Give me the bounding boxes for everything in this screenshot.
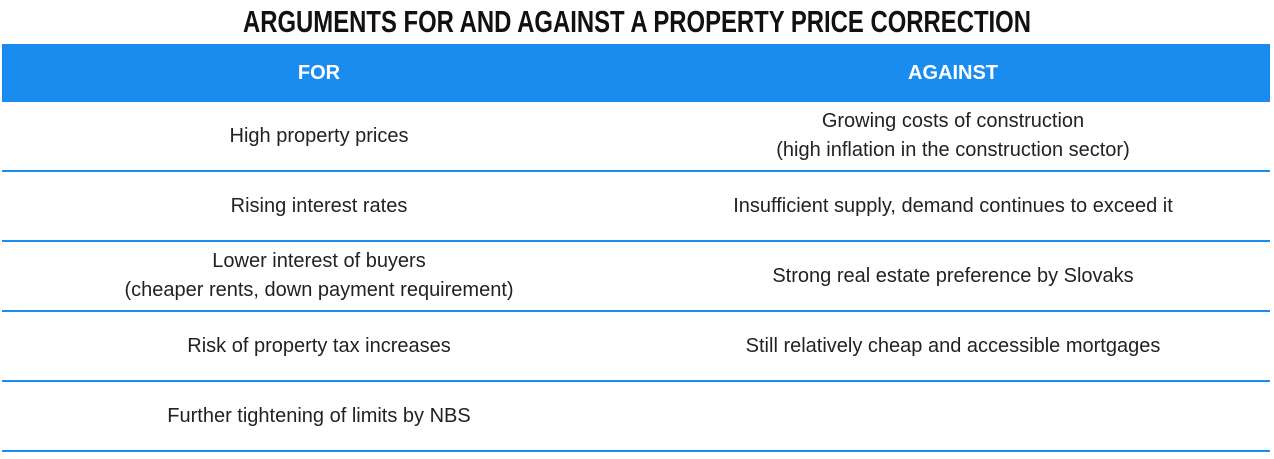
cell-text: Strong real estate preference by Slovaks <box>772 264 1134 287</box>
title-area: ARGUMENTS FOR AND AGAINST A PROPERTY PRI… <box>243 4 1031 39</box>
table-cell: Growing costs of construction (high infla… <box>636 102 1270 170</box>
table-row: High property prices Growing costs of con… <box>2 102 1270 172</box>
table-row: Rising interest rates Insufficient supply… <box>2 172 1270 242</box>
cell-text: (cheaper rents, down payment requirement… <box>124 279 514 301</box>
table-cell: Lower interest of buyers (cheaper rents, … <box>2 242 636 310</box>
cell-text: Rising interest rates <box>230 194 408 217</box>
cell-text: Still relatively cheap and accessible mo… <box>745 334 1161 357</box>
table: FOR AGAINST High property prices Growing c… <box>2 44 1270 452</box>
table-cell: Insufficient supply, demand continues to… <box>636 172 1270 240</box>
header-row: FOR AGAINST <box>2 44 1270 102</box>
cell-text: (high inflation in the construction sect… <box>776 139 1130 161</box>
table-cell: Strong real estate preference by Slovaks <box>636 242 1270 310</box>
table-cell: Further tightening of limits by NBS <box>2 382 636 450</box>
table-row: Risk of property tax increases Still rela… <box>2 312 1270 382</box>
table-cell: Risk of property tax increases <box>2 312 636 380</box>
title: ARGUMENTS FOR AND AGAINST A PROPERTY PRI… <box>243 4 1031 39</box>
cell-text: High property prices <box>229 124 409 147</box>
table-cell: Rising interest rates <box>2 172 636 240</box>
cell-text: Further tightening of limits by NBS <box>167 404 471 427</box>
cell-text: Risk of property tax increases <box>187 334 451 357</box>
header-cell: FOR <box>297 61 341 84</box>
table-row: Lower interest of buyers (cheaper rents, … <box>2 242 1270 312</box>
cell-text: Growing costs of construction <box>821 110 1085 132</box>
table-cell: Still relatively cheap and accessible mo… <box>636 312 1270 380</box>
cell-text: Lower interest of buyers <box>212 250 426 272</box>
table-row: Further tightening of limits by NBS <box>2 382 1270 452</box>
table-cell: High property prices <box>2 102 636 170</box>
header-cell: AGAINST <box>908 61 998 84</box>
cell-text: Insufficient supply, demand continues to… <box>733 194 1173 217</box>
table-body: High property prices Growing costs of con… <box>2 102 1270 452</box>
